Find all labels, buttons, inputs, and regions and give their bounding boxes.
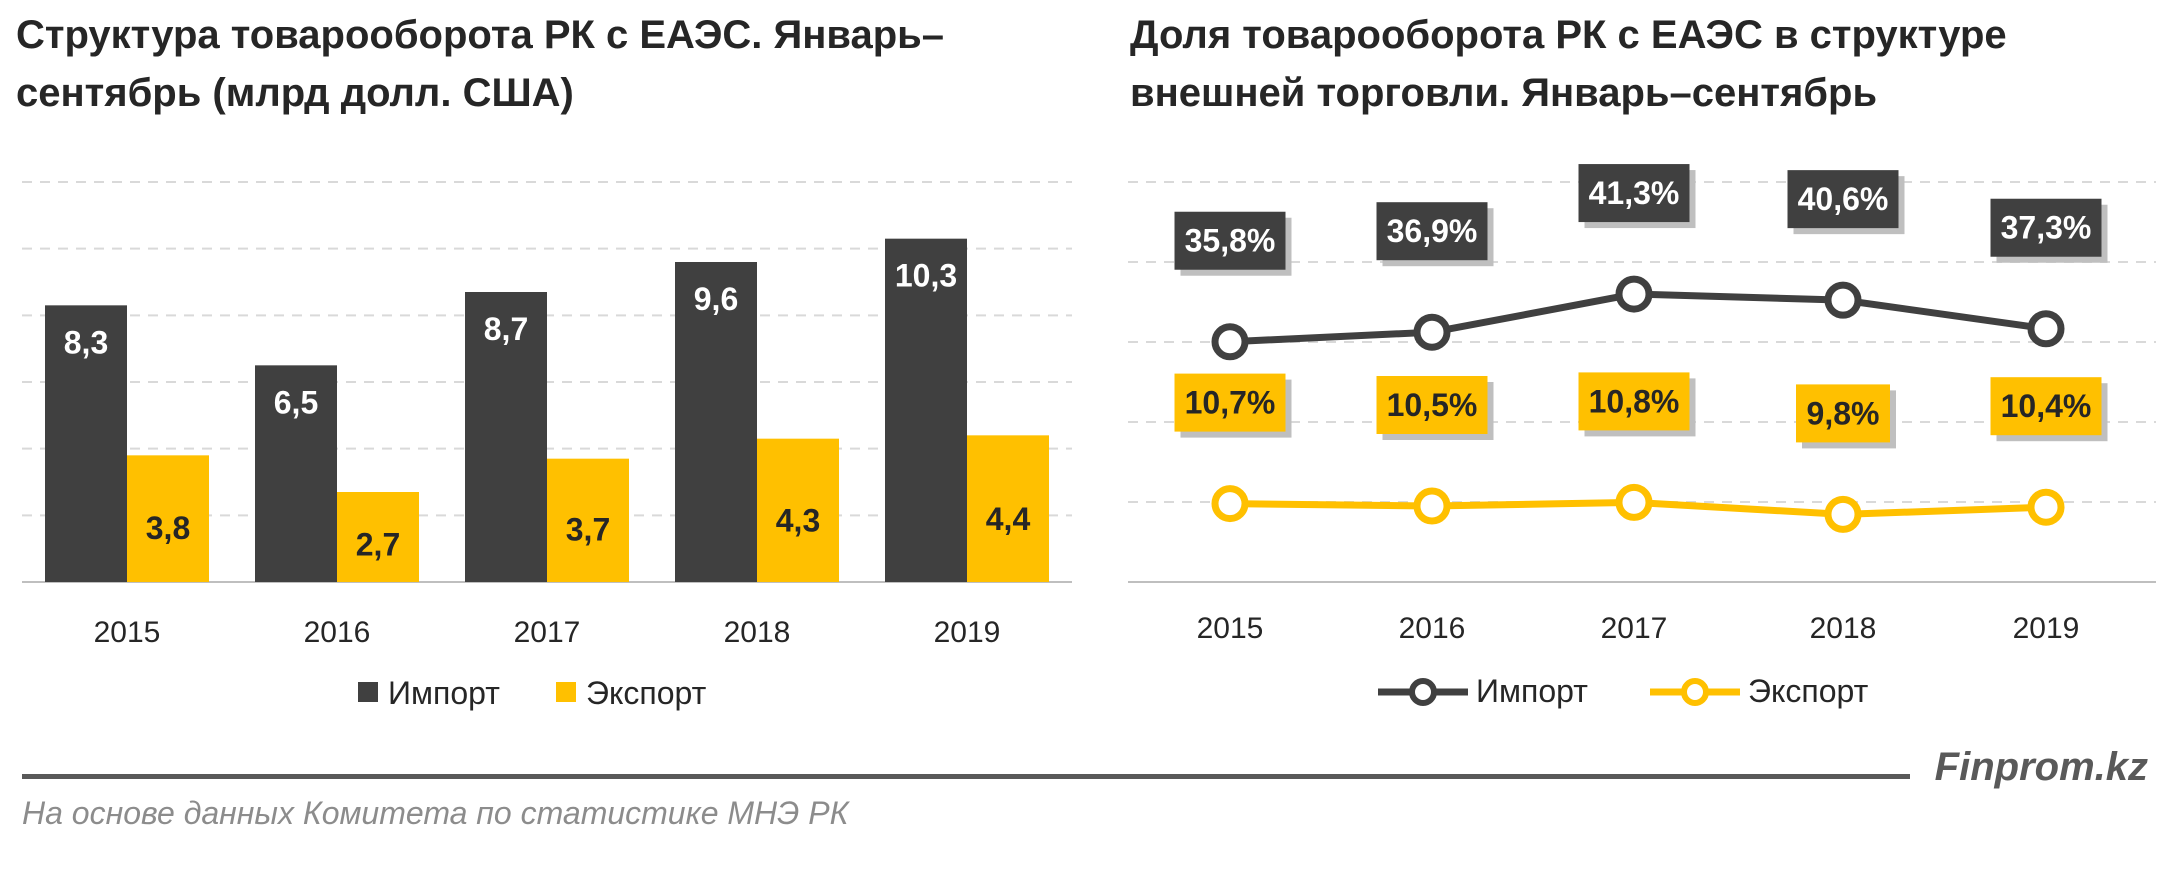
export-label-box <box>1578 372 1690 431</box>
import-value-label: 6,5 <box>274 384 318 420</box>
export-point <box>1615 483 1653 521</box>
import-value-label: 37,3% <box>2001 210 2092 246</box>
export-value-label: 10,4% <box>2001 388 2092 424</box>
site-logo: Finprom.kz <box>1934 745 2148 789</box>
line-chart-title: Доля товарооборота РК с ЕАЭС в структуре… <box>1130 13 2007 115</box>
import-label-box <box>1990 198 2102 257</box>
legend-import-label: Импорт <box>1476 673 1588 709</box>
export-value-label: 3,8 <box>146 510 190 546</box>
import-label-box <box>1787 170 1899 229</box>
x-tick-label: 2019 <box>2013 612 2080 645</box>
legend-export-label: Экспорт <box>1748 673 1869 709</box>
import-bar <box>255 365 337 582</box>
bar-chart-title: Структура товарооборота РК с ЕАЭС. Январ… <box>16 13 945 115</box>
x-tick-label: 2017 <box>514 616 581 649</box>
x-tick-label: 2015 <box>1197 612 1264 645</box>
export-value-label: 3,7 <box>566 512 610 548</box>
footer-divider <box>22 774 1910 779</box>
x-tick-label: 2018 <box>724 616 791 649</box>
x-tick-label: 2015 <box>94 616 161 649</box>
import-value-label: 36,9% <box>1387 213 1478 249</box>
import-value-label: 41,3% <box>1589 175 1680 211</box>
export-bar <box>757 438 839 582</box>
import-point <box>1824 281 1862 319</box>
export-label-box <box>1990 377 2102 436</box>
export-value-label: 4,4 <box>986 501 1031 537</box>
export-value-label: 9,8% <box>1807 395 1880 431</box>
legend-export-label: Экспорт <box>586 675 707 711</box>
export-bar <box>547 458 629 582</box>
export-bar <box>127 455 209 582</box>
export-value-label: 10,7% <box>1185 385 1276 421</box>
import-bar <box>885 238 967 582</box>
x-tick-label: 2019 <box>934 616 1001 649</box>
export-value-label: 2,7 <box>356 527 400 563</box>
import-point <box>1615 275 1653 313</box>
export-label-box <box>1796 384 1890 443</box>
x-tick-label: 2017 <box>1601 612 1668 645</box>
export-point <box>1824 495 1862 533</box>
import-bar <box>465 292 547 582</box>
legend-export-swatch <box>556 682 576 702</box>
export-point <box>1413 487 1451 525</box>
export-value-label: 10,5% <box>1387 387 1478 423</box>
import-value-label: 8,7 <box>484 311 528 347</box>
export-label-box <box>1376 376 1488 434</box>
import-point <box>2027 310 2065 348</box>
import-label-box <box>1578 164 1690 223</box>
import-point <box>1413 313 1451 351</box>
export-value-label: 10,8% <box>1589 383 1680 419</box>
import-value-label: 9,6 <box>694 281 738 317</box>
legend-import-label: Импорт <box>388 675 500 711</box>
export-point <box>2027 488 2065 526</box>
legend-export-marker <box>1681 678 1709 706</box>
import-bar <box>675 262 757 582</box>
import-value-label: 40,6% <box>1798 181 1889 217</box>
import-bar <box>45 305 127 582</box>
import-value-label: 8,3 <box>64 324 108 360</box>
source-note: На основе данных Комитета по статистике … <box>22 795 849 831</box>
import-value-label: 10,3 <box>895 258 957 294</box>
export-point <box>1211 485 1249 523</box>
export-value-label: 4,3 <box>776 503 820 539</box>
import-label-box <box>1174 211 1286 270</box>
export-bar <box>967 435 1049 582</box>
x-tick-label: 2018 <box>1810 612 1877 645</box>
x-tick-label: 2016 <box>1399 612 1466 645</box>
export-bar <box>337 492 419 582</box>
import-label-box <box>1376 202 1488 261</box>
legend-import-marker <box>1409 678 1437 706</box>
export-label-box <box>1174 373 1286 432</box>
import-value-label: 35,8% <box>1185 223 1276 259</box>
legend-import-swatch <box>358 682 378 702</box>
import-point <box>1211 323 1249 361</box>
x-tick-label: 2016 <box>304 616 371 649</box>
